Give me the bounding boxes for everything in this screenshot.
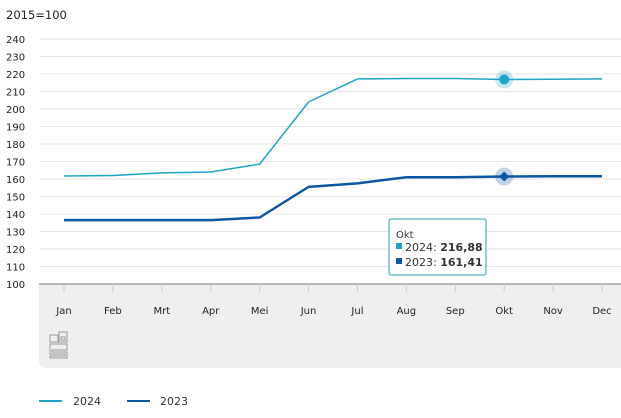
series-line-2023 (64, 174, 602, 222)
y-tick-label: 120 (6, 245, 25, 256)
tooltip-swatch-2023 (396, 258, 402, 264)
y-tick-label: 160 (6, 175, 25, 186)
svg-text:2023: 161,41: 2023: 161,41 (405, 256, 483, 269)
y-tick-label: 220 (6, 70, 25, 81)
x-tick-label: Mrt (153, 306, 170, 317)
highlight-point-2024 (499, 74, 510, 85)
y-axis-unit-label: 2015=100 (6, 8, 67, 22)
x-tick-label: Jan (55, 306, 71, 317)
x-tick-label: Dec (592, 306, 611, 317)
y-tick-label: 140 (6, 210, 25, 221)
tooltip-label-2023: 2023: (405, 256, 437, 269)
y-tick-label: 130 (6, 228, 25, 239)
legend-label-2023: 2023 (160, 395, 188, 408)
legend-item-2023[interactable]: 2023 (127, 395, 188, 408)
y-tick-label: 190 (6, 123, 25, 134)
svg-text:2024: 216,88: 2024: 216,88 (405, 241, 483, 254)
y-tick-label: 150 (6, 193, 25, 204)
x-tick-label: Okt (495, 306, 513, 317)
x-tick-label: Feb (104, 306, 122, 317)
x-tick-label: Mei (251, 306, 269, 317)
tooltip-value-2024: 216,88 (440, 241, 482, 254)
y-tick-label: 100 (6, 280, 25, 291)
x-tick-label: Jul (350, 306, 363, 317)
legend-item-2024[interactable]: 2024 (39, 395, 101, 408)
y-tick-label: 240 (6, 35, 25, 46)
y-tick-label: 110 (6, 263, 25, 274)
legend-label-2024: 2024 (73, 395, 101, 408)
x-tick-label: Apr (202, 306, 220, 317)
y-tick-label: 200 (6, 105, 25, 116)
tooltip-category: Okt (396, 230, 414, 241)
x-tick-label: Nov (543, 306, 563, 317)
tooltip-label-2024: 2024: (405, 241, 437, 254)
y-tick-label: 180 (6, 140, 25, 151)
tooltip: Okt 2024: 216,88 2023: 161,41 (388, 218, 487, 276)
y-tick-label: 230 (6, 53, 25, 64)
legend: 2024 2023 (39, 395, 188, 408)
tooltip-value-2023: 161,41 (440, 256, 482, 269)
x-tick-label: Sep (446, 306, 465, 317)
tooltip-swatch-2024 (396, 243, 402, 249)
x-tick-label: Aug (397, 306, 417, 317)
y-tick-label: 210 (6, 88, 25, 99)
cbs-logo (49, 331, 68, 359)
y-tick-label: 170 (6, 158, 25, 169)
highlight-point-2023 (499, 171, 510, 182)
x-axis-band (39, 284, 621, 368)
x-tick-label: Jun (300, 306, 317, 317)
series-line-2024 (63, 77, 603, 177)
